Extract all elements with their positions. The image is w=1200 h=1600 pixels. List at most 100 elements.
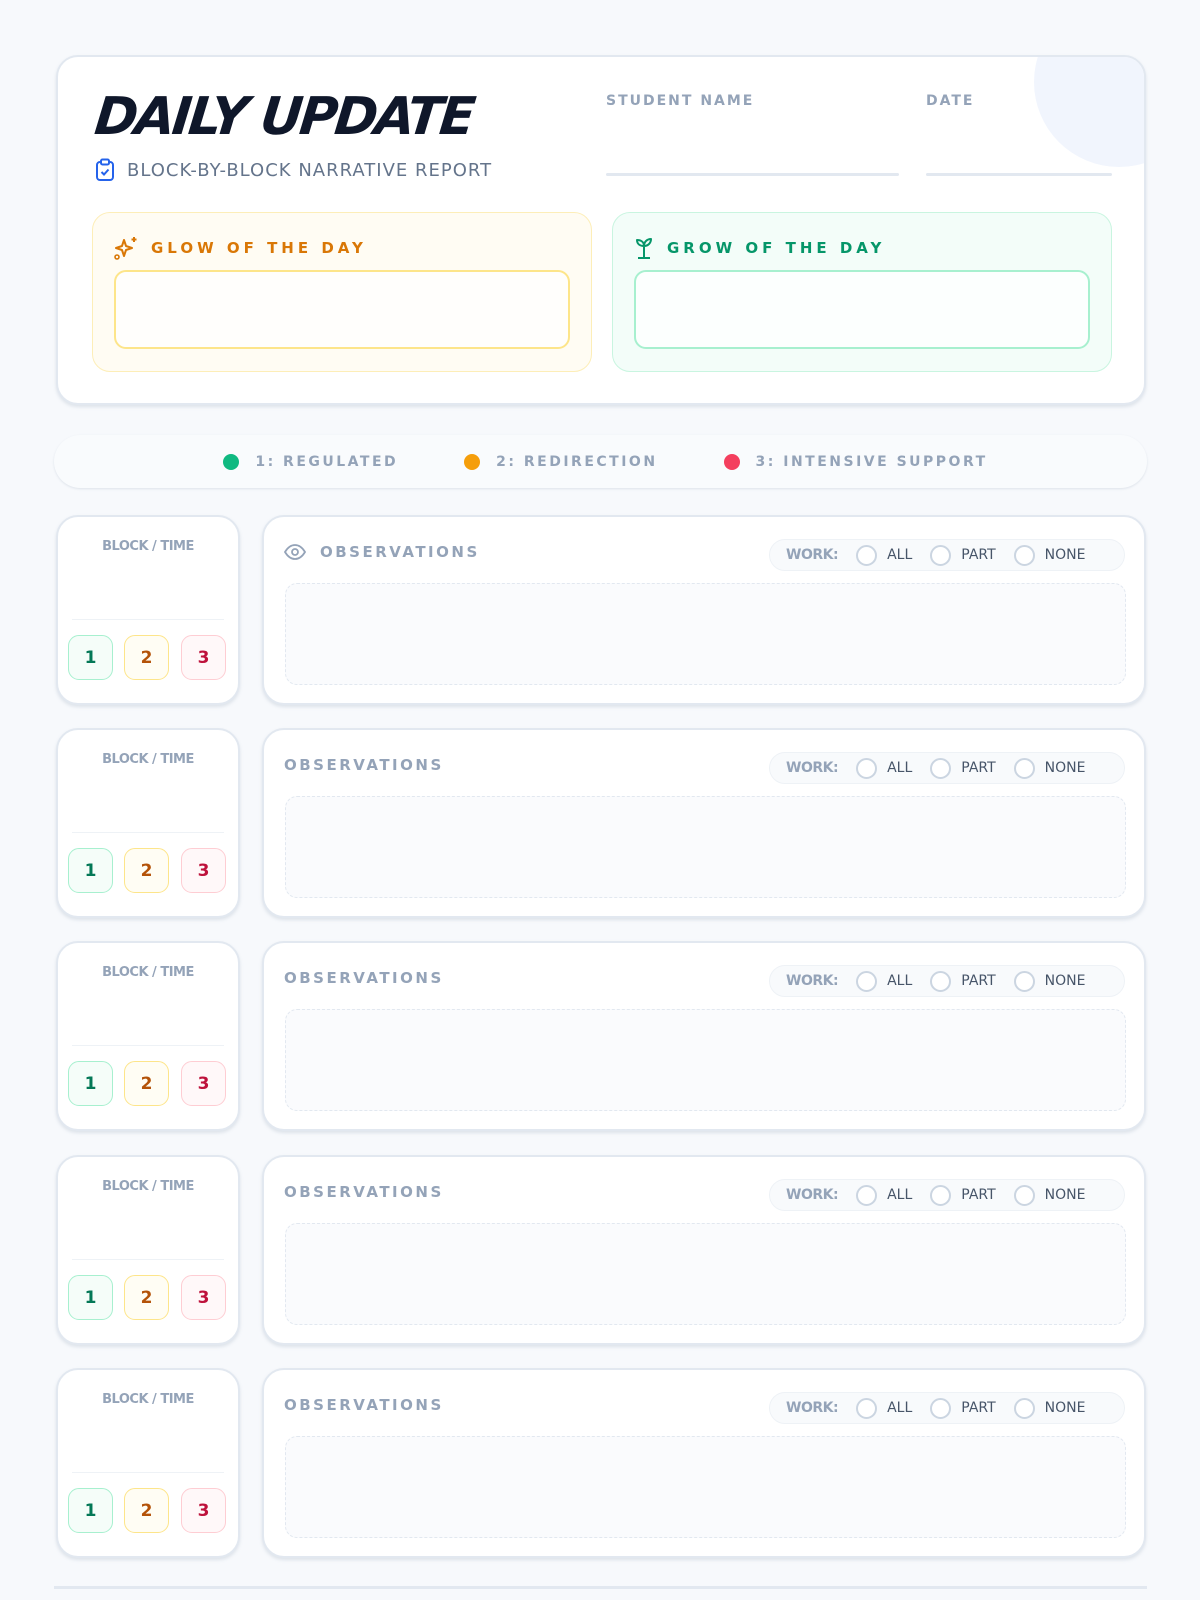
legend-label: 2: REDIRECTION <box>496 453 658 470</box>
level-2-button[interactable]: 2 <box>124 1061 169 1106</box>
work-option-part[interactable]: PART <box>930 757 996 779</box>
option-label: PART <box>961 547 996 563</box>
block-time-label[interactable]: BLOCK / TIME <box>102 752 194 767</box>
eye-icon <box>284 544 306 560</box>
block-row: BLOCK / TIME 1 2 3 OBSERVATIONS WORK: AL… <box>0 1155 1200 1347</box>
level-2-button[interactable]: 2 <box>124 1275 169 1320</box>
option-label: PART <box>961 973 996 989</box>
option-label: PART <box>961 1400 996 1416</box>
level-3-button[interactable]: 3 <box>181 635 226 680</box>
work-option-none[interactable]: NONE <box>1013 1184 1085 1206</box>
level-3-button[interactable]: 3 <box>181 1275 226 1320</box>
observations-input[interactable] <box>285 1436 1126 1538</box>
option-label: ALL <box>887 547 913 563</box>
work-option-part[interactable]: PART <box>930 1397 996 1419</box>
work-label: WORK: <box>786 760 839 776</box>
legend-item-regulated: 1: REGULATED <box>223 453 399 470</box>
block-row: BLOCK / TIME 1 2 3 OBSERVATIONS WORK: AL… <box>0 728 1200 920</box>
student-name-field[interactable] <box>606 173 899 176</box>
legend-item-redirection: 2: REDIRECTION <box>464 453 658 470</box>
block-time-label[interactable]: BLOCK / TIME <box>102 539 194 554</box>
work-label: WORK: <box>786 973 839 989</box>
level-3-button[interactable]: 3 <box>181 1061 226 1106</box>
level-1-button[interactable]: 1 <box>68 848 113 893</box>
observations-input[interactable] <box>285 1009 1126 1111</box>
date-label: DATE <box>926 93 975 109</box>
divider <box>72 1472 224 1473</box>
radio-button[interactable] <box>856 970 878 992</box>
observations-input[interactable] <box>285 583 1126 685</box>
block-row: BLOCK / TIME 1 2 3 OBSERVATIONS WORK: AL… <box>0 1368 1200 1560</box>
option-label: PART <box>961 760 996 776</box>
block-time-card: BLOCK / TIME 1 2 3 <box>56 728 240 918</box>
work-option-all[interactable]: ALL <box>856 757 913 779</box>
radio-button[interactable] <box>930 1184 952 1206</box>
work-option-none[interactable]: NONE <box>1013 757 1085 779</box>
observations-header: OBSERVATIONS <box>284 756 444 774</box>
work-completion-group: WORK: ALL PART NONE <box>769 1179 1125 1211</box>
work-option-none[interactable]: NONE <box>1013 544 1086 566</box>
observations-input[interactable] <box>285 796 1126 898</box>
work-option-all[interactable]: ALL <box>856 1397 912 1419</box>
radio-button[interactable] <box>856 544 878 566</box>
option-label: ALL <box>887 760 913 776</box>
radio-button[interactable] <box>856 1397 878 1419</box>
grow-input[interactable] <box>634 270 1090 349</box>
radio-button[interactable] <box>1013 1397 1035 1419</box>
block-time-card: BLOCK / TIME 1 2 3 <box>56 941 240 1131</box>
level-2-button[interactable]: 2 <box>124 1488 169 1533</box>
block-time-label[interactable]: BLOCK / TIME <box>102 1179 194 1194</box>
level-1-button[interactable]: 1 <box>68 635 113 680</box>
work-option-none[interactable]: NONE <box>1013 1397 1086 1419</box>
work-option-part[interactable]: PART <box>930 970 996 992</box>
level-1-button[interactable]: 1 <box>68 1275 113 1320</box>
observations-header: OBSERVATIONS <box>284 969 444 987</box>
option-label: NONE <box>1044 1400 1086 1416</box>
level-2-button[interactable]: 2 <box>124 635 169 680</box>
option-label: ALL <box>887 1187 913 1203</box>
block-time-label[interactable]: BLOCK / TIME <box>102 1392 194 1407</box>
work-option-none[interactable]: NONE <box>1013 970 1085 992</box>
radio-button[interactable] <box>856 757 878 779</box>
page-title: DAILY UPDATE <box>91 87 476 147</box>
radio-button[interactable] <box>1013 970 1035 992</box>
radio-button[interactable] <box>1013 1184 1035 1206</box>
work-label: WORK: <box>786 1400 839 1416</box>
level-1-button[interactable]: 1 <box>68 1488 113 1533</box>
observations-header: OBSERVATIONS <box>284 1183 444 1201</box>
work-option-all[interactable]: ALL <box>856 544 913 566</box>
observations-card: OBSERVATIONS WORK: ALL PART NONE <box>262 1155 1146 1345</box>
work-option-all[interactable]: ALL <box>856 1184 913 1206</box>
block-time-label[interactable]: BLOCK / TIME <box>102 965 194 980</box>
work-label: WORK: <box>786 547 839 563</box>
radio-button[interactable] <box>930 544 952 566</box>
radio-button[interactable] <box>856 1184 878 1206</box>
green-dot-icon <box>223 453 240 470</box>
clipboard-check-icon <box>96 158 114 181</box>
block-time-card: BLOCK / TIME 1 2 3 <box>56 515 240 705</box>
option-label: ALL <box>887 973 913 989</box>
radio-button[interactable] <box>930 757 952 779</box>
divider <box>72 832 224 833</box>
radio-button[interactable] <box>1013 757 1035 779</box>
level-2-button[interactable]: 2 <box>124 848 169 893</box>
work-option-part[interactable]: PART <box>930 1184 996 1206</box>
glow-input[interactable] <box>114 270 570 349</box>
date-field[interactable] <box>926 173 1112 176</box>
glow-panel: GLOW OF THE DAY <box>92 212 592 372</box>
level-3-button[interactable]: 3 <box>181 1488 226 1533</box>
decorative-blob <box>1034 57 1144 167</box>
observations-card: OBSERVATIONS WORK: ALL PART NONE <box>262 1368 1146 1558</box>
observations-card: OBSERVATIONS WORK: ALL PART NONE <box>262 941 1146 1131</box>
work-option-part[interactable]: PART <box>930 544 996 566</box>
work-option-all[interactable]: ALL <box>856 970 913 992</box>
level-3-button[interactable]: 3 <box>181 848 226 893</box>
option-label: NONE <box>1044 547 1086 563</box>
radio-button[interactable] <box>930 1397 952 1419</box>
radio-button[interactable] <box>930 970 952 992</box>
observations-label: OBSERVATIONS <box>284 969 444 987</box>
radio-button[interactable] <box>1013 544 1035 566</box>
observations-input[interactable] <box>285 1223 1126 1325</box>
level-1-button[interactable]: 1 <box>68 1061 113 1106</box>
legend-label: 1: REGULATED <box>255 453 399 470</box>
